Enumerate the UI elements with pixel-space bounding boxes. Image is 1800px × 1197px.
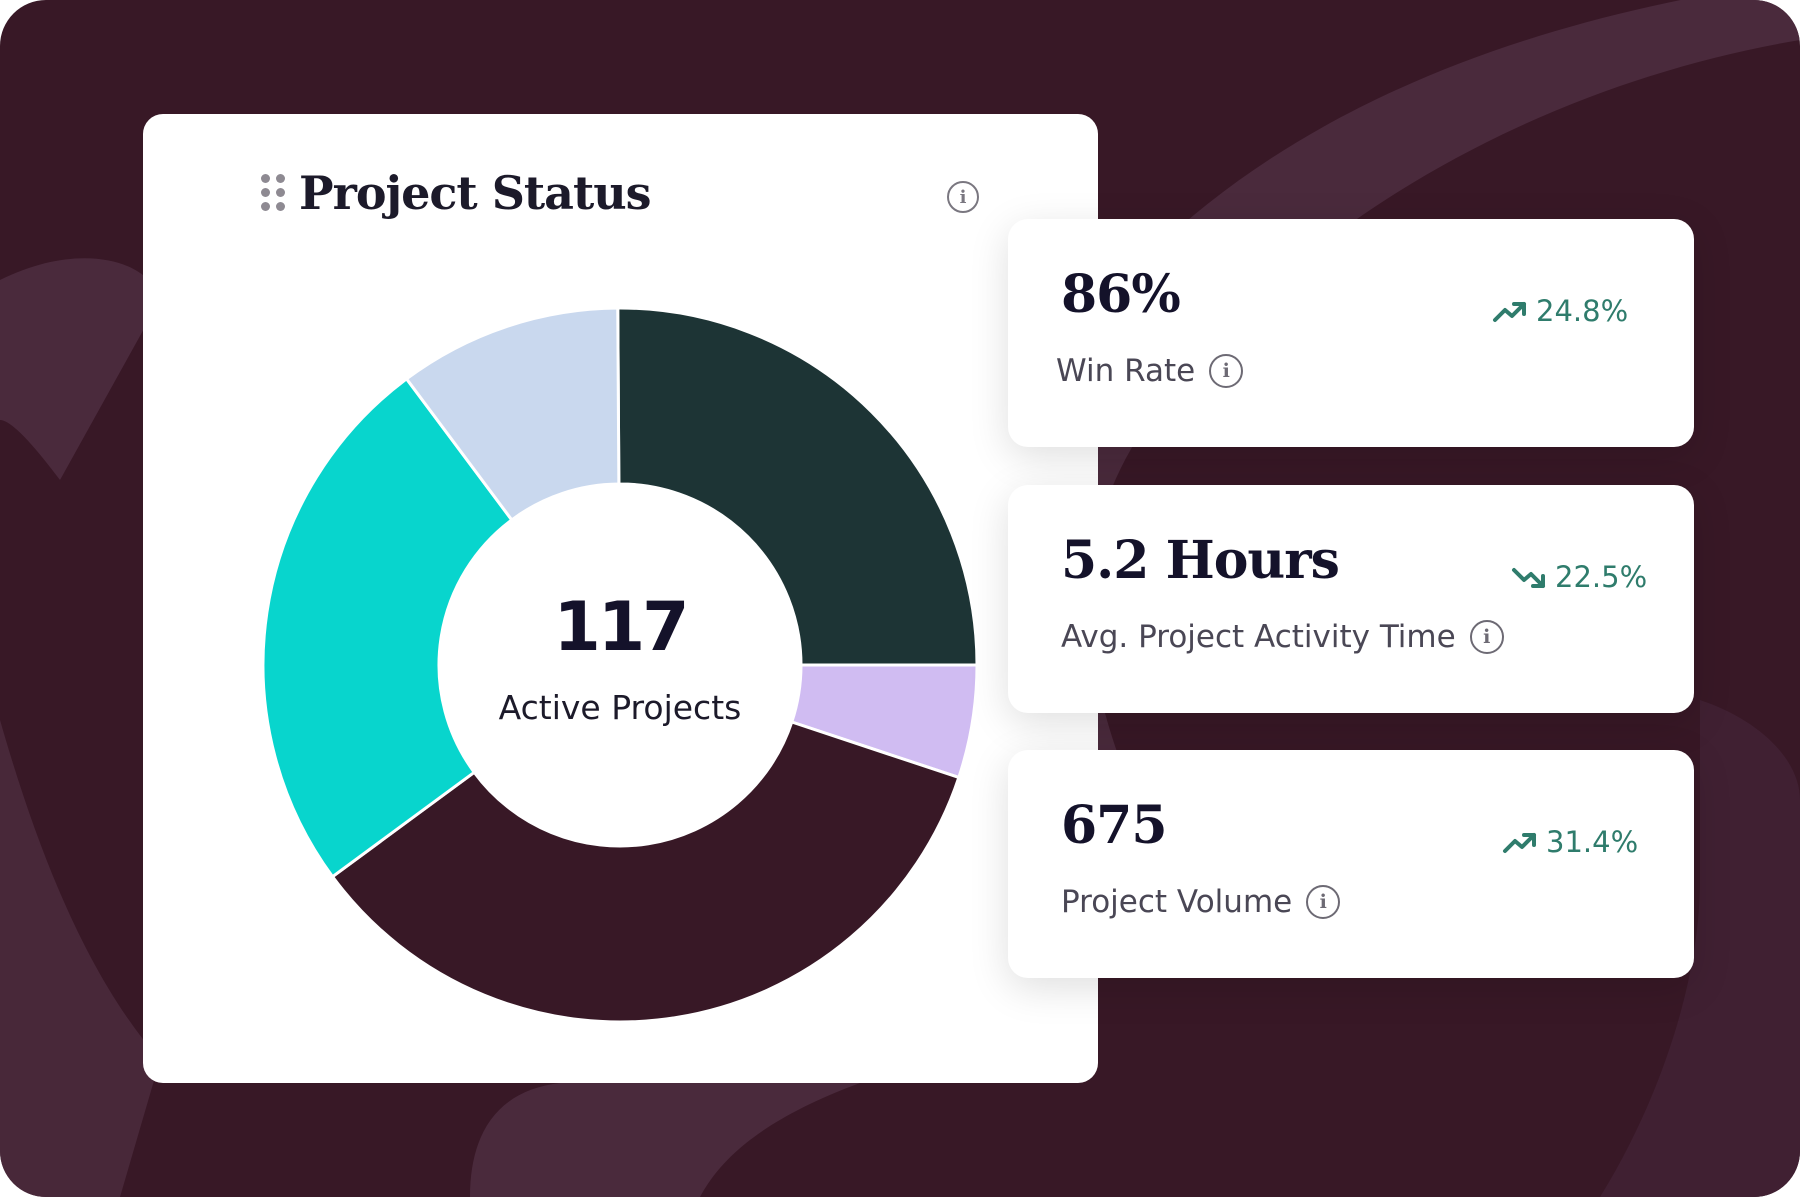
win-rate-value: 86%: [1061, 264, 1181, 325]
activity-time-trend-value: 22.5%: [1555, 560, 1648, 594]
trending-up-icon: [1503, 832, 1536, 853]
activity-time-label-row: Avg. Project Activity Time i: [1061, 620, 1504, 654]
activity-time-value: 5.2 Hours: [1061, 530, 1340, 591]
status-card-title: Project Status: [299, 166, 652, 220]
donut-slice-1[interactable]: [616, 306, 979, 667]
active-projects-count: 117: [553, 588, 690, 667]
activity-time-trend: 22.5%: [1511, 563, 1647, 592]
info-icon[interactable]: i: [1306, 885, 1341, 919]
win-rate-trend-value: 24.8%: [1536, 294, 1629, 328]
win-rate-trend: 24.8%: [1492, 297, 1628, 326]
win-rate-card: 86% Win Rate i 24.8%: [1008, 219, 1694, 447]
active-projects-label: Active Projects: [498, 688, 742, 727]
info-icon[interactable]: i: [1469, 620, 1504, 654]
project-status-card: Project Status i 117 Active Projects: [143, 114, 1098, 1083]
project-volume-value: 675: [1061, 795, 1168, 856]
status-card-header: Project Status: [261, 166, 652, 220]
win-rate-label-row: Win Rate i: [1056, 352, 1244, 389]
project-volume-label-row: Project Volume i: [1061, 883, 1341, 920]
project-volume-trend: 31.4%: [1502, 828, 1638, 857]
info-icon[interactable]: i: [947, 181, 979, 213]
project-status-donut-chart: [261, 306, 979, 1024]
activity-time-label: Avg. Project Activity Time: [1061, 618, 1456, 655]
project-volume-trend-value: 31.4%: [1546, 825, 1639, 859]
donut-slice-3[interactable]: [330, 720, 961, 1024]
info-icon[interactable]: i: [1209, 354, 1244, 388]
trending-down-icon: [1512, 567, 1545, 588]
win-rate-label: Win Rate: [1056, 352, 1196, 389]
donut-slice-5[interactable]: [404, 306, 621, 523]
donut-slice-4[interactable]: [261, 376, 514, 879]
activity-time-card: 5.2 Hours Avg. Project Activity Time i 2…: [1008, 485, 1694, 713]
project-volume-label: Project Volume: [1061, 883, 1293, 920]
project-volume-card: 675 Project Volume i 31.4%: [1008, 750, 1694, 978]
drag-handle-icon[interactable]: [261, 174, 285, 212]
trending-up-icon: [1493, 301, 1526, 322]
